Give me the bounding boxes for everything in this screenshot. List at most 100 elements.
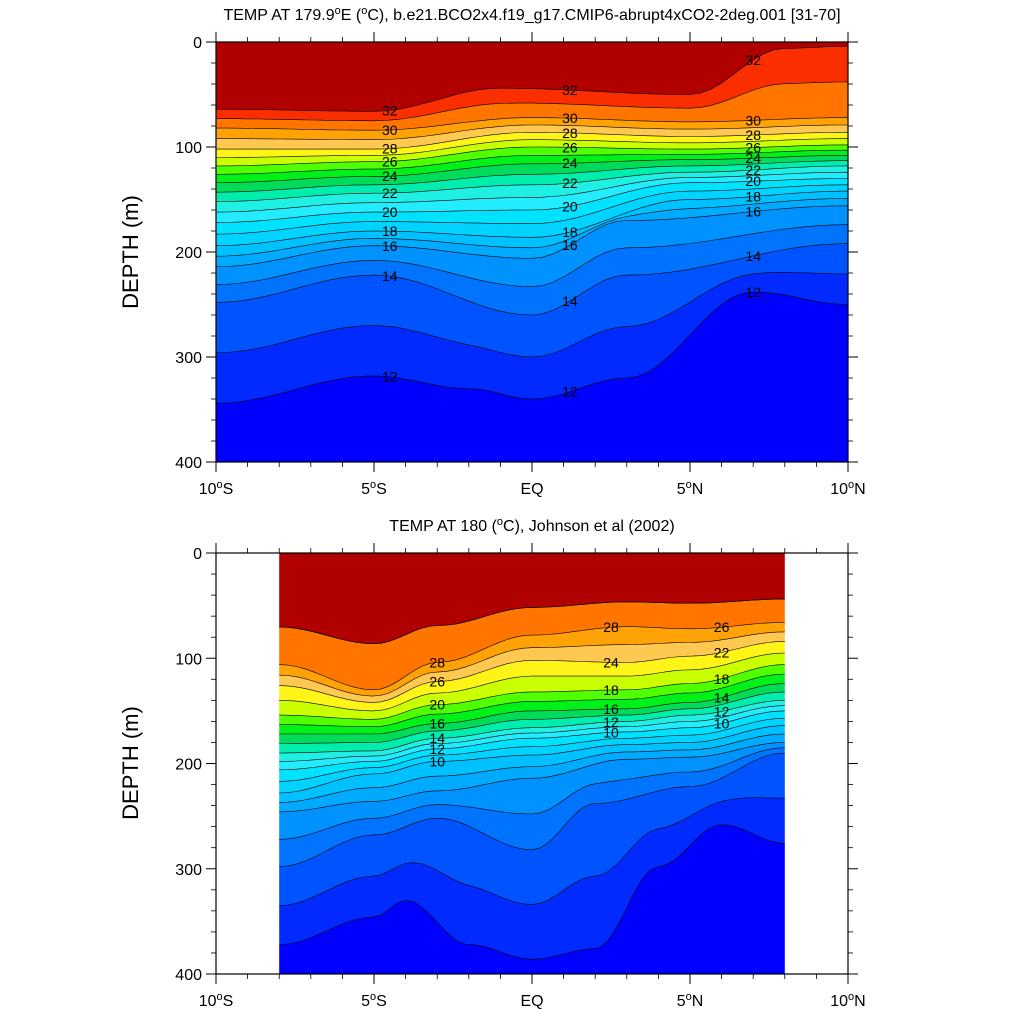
contour-label: 12 xyxy=(603,714,619,730)
contour-band xyxy=(216,291,848,462)
isotherm-line xyxy=(216,178,848,223)
contour-band xyxy=(279,674,785,734)
isotherm-line xyxy=(279,652,785,712)
x-tick-label: 10oN xyxy=(830,479,865,498)
isotherm-line xyxy=(216,165,848,202)
contour-band xyxy=(216,224,848,315)
y-tick-label: 200 xyxy=(175,757,202,774)
isotherm-line xyxy=(279,824,785,960)
isotherm-line xyxy=(279,705,785,762)
contour-label: 16 xyxy=(562,237,578,253)
contour-band xyxy=(279,710,785,782)
contour-label: 24 xyxy=(382,168,398,184)
contour-band xyxy=(279,622,785,697)
contour-label: 30 xyxy=(562,110,578,126)
contour-band xyxy=(216,155,848,193)
isotherm-line xyxy=(216,171,848,213)
x-tick-label: 5oN xyxy=(677,479,704,498)
isotherm-line xyxy=(216,138,848,158)
y-axis-label: DEPTH (m) xyxy=(118,706,143,820)
contour-band xyxy=(216,272,848,404)
contour-band xyxy=(279,599,785,690)
isotherm-line xyxy=(279,710,785,771)
isotherm-line xyxy=(279,733,785,803)
contour-label: 24 xyxy=(562,155,578,171)
contour-label: 12 xyxy=(429,741,445,757)
contour-fills xyxy=(216,42,848,462)
contour-band xyxy=(279,824,785,974)
contour-band xyxy=(279,725,785,803)
contour-label: 24 xyxy=(745,150,761,166)
isotherm-line xyxy=(279,622,785,691)
contour-band xyxy=(216,191,848,257)
contour-label: 28 xyxy=(382,141,398,157)
contour-band xyxy=(216,125,848,150)
y-tick-label: 100 xyxy=(175,651,202,668)
contour-band xyxy=(279,553,785,644)
contour-label: 26 xyxy=(382,153,398,169)
contour-label: 18 xyxy=(603,682,619,698)
contour-band xyxy=(216,243,848,357)
isotherm-line xyxy=(279,673,785,728)
y-tick-label: 300 xyxy=(175,350,202,367)
contour-band xyxy=(279,683,785,744)
contour-band xyxy=(216,178,848,235)
contour-label: 14 xyxy=(562,293,578,309)
isotherm-line xyxy=(216,124,848,141)
isotherm-line xyxy=(216,271,848,358)
contour-label: 14 xyxy=(429,730,445,746)
contour-label: 16 xyxy=(382,238,398,254)
isotherm-line xyxy=(279,725,785,794)
contour-label: 32 xyxy=(562,82,578,98)
isotherm-line xyxy=(216,291,848,404)
contour-band xyxy=(279,705,785,770)
contour-label: 22 xyxy=(562,175,578,191)
isotherm-line xyxy=(216,117,848,131)
isotherm-line xyxy=(279,664,785,720)
contour-label: 18 xyxy=(382,223,398,239)
contour-band xyxy=(216,198,848,267)
isotherm-line xyxy=(279,700,785,754)
contour-label: 30 xyxy=(745,112,761,128)
contour-label: 12 xyxy=(562,384,578,400)
contour-label: 12 xyxy=(714,703,730,719)
isotherm-line xyxy=(279,691,785,744)
contour-label: 10 xyxy=(714,716,730,732)
contour-label: 26 xyxy=(562,139,578,155)
y-tick-label: 400 xyxy=(175,967,202,984)
x-tick-label: EQ xyxy=(520,993,543,1010)
panel-bottom: TEMP AT 180 (oC), Johnson et al (2002) 2… xyxy=(118,516,866,1010)
contour-label: 20 xyxy=(382,204,398,220)
contour-label: 10 xyxy=(603,724,619,740)
y-tick-label: 200 xyxy=(175,245,202,262)
contour-lines xyxy=(216,45,848,404)
isotherm-line xyxy=(216,155,848,183)
y-tick-label: 300 xyxy=(175,862,202,879)
contour-band xyxy=(279,664,785,727)
x-tick-label: 5oN xyxy=(677,991,704,1010)
y-axis: 0 100 200 300 400 xyxy=(175,546,858,984)
y-axis-label: DEPTH (m) xyxy=(118,195,143,309)
contour-label: 30 xyxy=(382,122,398,138)
isotherm-line xyxy=(216,81,848,122)
isotherm-line xyxy=(216,198,848,257)
x-tick-label: 5oS xyxy=(361,991,387,1010)
isotherm-line xyxy=(216,45,848,112)
contour-label: 26 xyxy=(429,673,445,689)
contour-band xyxy=(216,46,848,121)
contour-label: 26 xyxy=(714,619,730,635)
contour-band xyxy=(216,160,848,202)
contour-band xyxy=(279,631,785,703)
contour-label: 28 xyxy=(603,619,619,635)
x-tick-label: 10oS xyxy=(199,991,234,1010)
isotherm-line xyxy=(279,598,785,645)
panel-title: TEMP AT 179.9oE (oC), b.e21.BCO2x4.f19_g… xyxy=(223,5,840,24)
contour-label: 18 xyxy=(745,189,761,205)
isotherm-line xyxy=(216,184,848,235)
contour-label: 10 xyxy=(429,753,445,769)
contour-band xyxy=(279,797,785,960)
contour-label: 18 xyxy=(562,224,578,240)
contour-label: 16 xyxy=(603,701,619,717)
